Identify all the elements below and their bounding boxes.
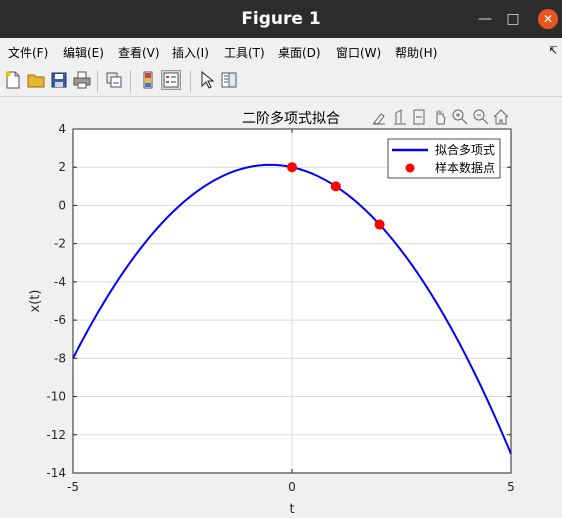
legend-icon[interactable] xyxy=(161,70,181,90)
menu-view[interactable]: 查看(V) xyxy=(118,46,160,60)
menu-desktop[interactable]: 桌面(D) xyxy=(278,46,321,60)
y-tick-label: -10 xyxy=(46,390,66,404)
y-tick-label: -4 xyxy=(54,275,66,289)
y-tick-label: 2 xyxy=(58,160,66,174)
legend-marker-swatch xyxy=(405,163,415,173)
toolbar-separator xyxy=(190,70,191,92)
window-title: Figure 1 xyxy=(241,9,321,29)
y-tick-label: 0 xyxy=(58,198,66,212)
chart-title: 二阶多项式拟合 xyxy=(242,110,340,127)
x-tick-label: 5 xyxy=(507,480,515,494)
save-icon[interactable] xyxy=(50,71,68,89)
ticks: -5 0 5 4 2 0 -2 -4 -6 -8 -10 -12 -14 xyxy=(46,122,514,494)
toolbar xyxy=(0,64,562,97)
close-icon[interactable]: ✕ xyxy=(538,9,558,29)
link-plot-icon[interactable] xyxy=(105,71,123,89)
zoom-out-icon[interactable] xyxy=(472,108,490,126)
print-icon[interactable] xyxy=(73,71,91,89)
y-tick-label: -2 xyxy=(54,237,66,251)
data-cursor-icon[interactable] xyxy=(410,108,428,126)
legend-entry-fit: 拟合多项式 xyxy=(435,142,495,157)
new-figure-icon[interactable] xyxy=(4,71,22,89)
x-tick-label: -5 xyxy=(67,480,79,494)
menu-edit[interactable]: 编辑(E) xyxy=(63,46,104,60)
menu-tools[interactable]: 工具(T) xyxy=(224,46,265,60)
y-axis-label: x(t) xyxy=(28,290,43,313)
pan-icon[interactable] xyxy=(431,108,449,126)
property-editor-icon[interactable] xyxy=(220,71,238,89)
maximize-icon[interactable]: □ xyxy=(506,11,520,27)
y-tick-label: -8 xyxy=(54,351,66,365)
home-icon[interactable] xyxy=(492,108,510,126)
zoom-in-icon[interactable] xyxy=(451,108,469,126)
x-axis-label: t xyxy=(289,502,294,517)
menu-window[interactable]: 窗口(W) xyxy=(336,46,382,60)
data-tips-icon[interactable] xyxy=(391,108,409,126)
minimize-icon[interactable]: — xyxy=(478,11,492,27)
menu-bar: 文件(F) 编辑(E) 查看(V) 插入(I) 工具(T) 桌面(D) 窗口(W… xyxy=(0,38,562,64)
y-tick-label: -6 xyxy=(54,313,66,327)
colorbar-icon[interactable] xyxy=(139,71,157,89)
sample-data-point xyxy=(287,162,297,173)
menu-insert[interactable]: 插入(I) xyxy=(172,46,209,60)
x-tick-label: 0 xyxy=(288,480,296,494)
menu-help[interactable]: 帮助(H) xyxy=(395,46,438,60)
legend[interactable]: 拟合多项式 样本数据点 xyxy=(387,138,501,179)
menu-file[interactable]: 文件(F) xyxy=(8,46,49,60)
legend-box xyxy=(387,138,501,179)
open-file-icon[interactable] xyxy=(27,71,45,89)
legend-entry-samples: 样本数据点 xyxy=(435,160,495,175)
sample-data-point xyxy=(374,219,385,230)
brush-icon[interactable] xyxy=(371,108,389,126)
y-tick-label: 4 xyxy=(58,122,66,136)
toolbar-separator xyxy=(130,70,131,92)
menu-dock-icon[interactable]: ↸ xyxy=(548,44,558,57)
plot-area xyxy=(72,162,512,455)
y-tick-label: -12 xyxy=(46,428,66,442)
toolbar-separator xyxy=(97,70,98,92)
pointer-icon[interactable] xyxy=(198,71,216,89)
sample-data-point xyxy=(330,181,341,192)
y-tick-label: -14 xyxy=(46,466,66,480)
title-bar: Figure 1 — □ ✕ xyxy=(0,0,562,38)
